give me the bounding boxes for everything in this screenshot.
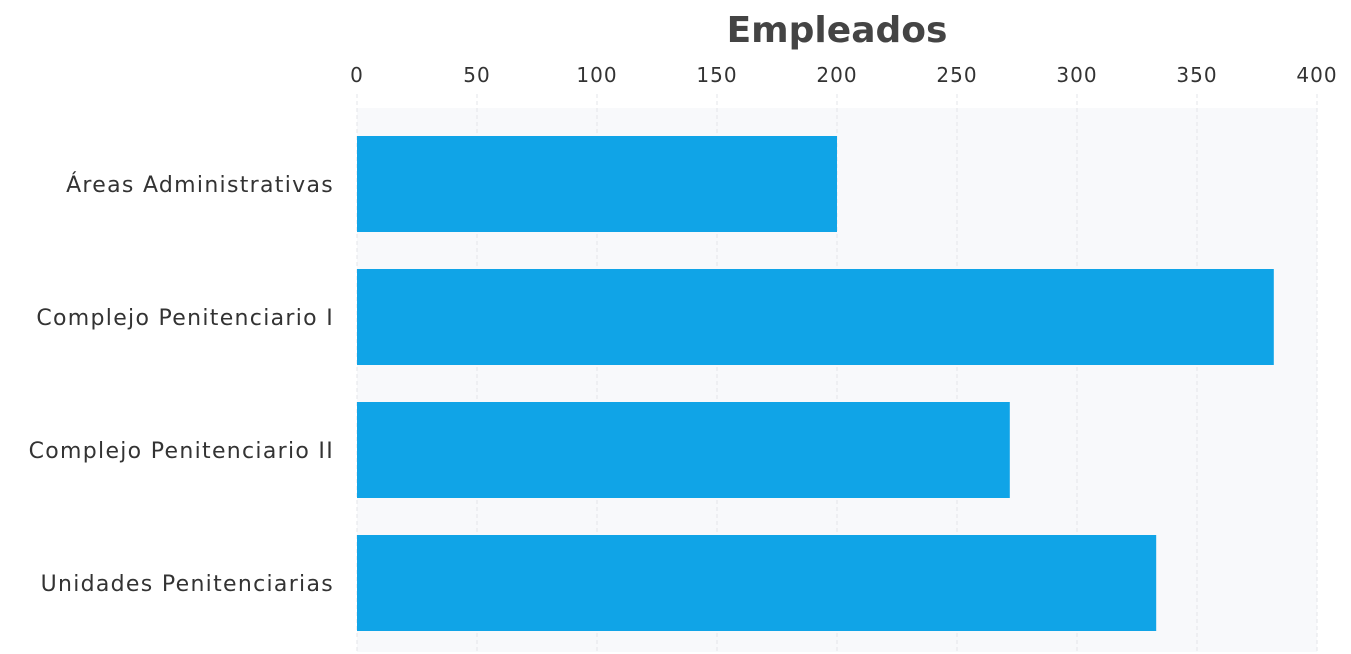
category-label: Complejo Penitenciario I [36,306,334,331]
category-label: Complejo Penitenciario II [29,439,334,464]
bar [357,269,1274,365]
x-tick-label: 200 [816,63,857,87]
x-tick-label: 300 [1056,63,1097,87]
x-tick-label: 250 [936,63,977,87]
x-tick-label: 0 [350,63,364,87]
x-tick-label: 100 [576,63,617,87]
bar [357,535,1157,631]
x-tick-label: 400 [1296,63,1337,87]
x-tick-label: 150 [696,63,737,87]
category-label: Áreas Administrativas [66,172,334,198]
x-tick-label: 50 [463,63,490,87]
bar [357,402,1010,498]
category-labels: Áreas Administrativas Complejo Penitencia… [29,172,334,597]
x-tick-labels: 0 50 100 150 200 250 300 350 400 [350,63,1337,87]
category-label: Unidades Penitenciarias [41,572,334,597]
bars [357,136,1274,631]
x-tick-label: 350 [1176,63,1217,87]
chart-title: Empleados [727,10,948,51]
bar [357,136,837,232]
